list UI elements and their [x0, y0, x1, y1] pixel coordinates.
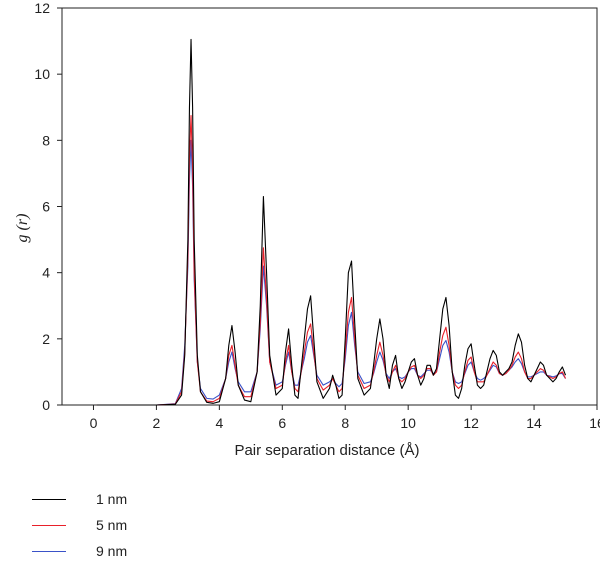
legend-swatch-1nm: [32, 498, 66, 500]
legend-swatch-9nm: [32, 550, 66, 552]
y-tick-label: 8: [42, 132, 50, 148]
legend-item-1nm: 1 nm: [32, 486, 127, 512]
legend-swatch-5nm: [32, 524, 66, 526]
y-tick-label: 12: [34, 0, 50, 16]
series-line-5nm: [96, 114, 567, 406]
y-tick-label: 0: [42, 397, 50, 413]
y-tick-label: 2: [42, 331, 50, 347]
x-tick-label: 4: [215, 415, 223, 431]
series-line-9nm: [96, 139, 566, 406]
y-tick-label: 6: [42, 199, 50, 215]
x-axis: 0 2 4 6 8 10 12 14 16: [90, 405, 600, 431]
x-tick-label: 12: [463, 415, 479, 431]
x-tick-label: 8: [341, 415, 349, 431]
legend-item-9nm: 9 nm: [32, 538, 127, 564]
legend-label-5nm: 5 nm: [96, 517, 128, 533]
legend-item-5nm: 5 nm: [32, 512, 127, 538]
legend-label-1nm: 1 nm: [96, 491, 128, 507]
plot-area-border: [61, 7, 598, 406]
x-tick-label: 14: [526, 415, 542, 431]
series-line-1nm: [96, 38, 567, 406]
y-tick-label: 4: [42, 265, 50, 281]
legend-label-9nm: 9 nm: [96, 543, 128, 559]
x-tick-label: 0: [90, 415, 98, 431]
x-tick-label: 10: [400, 415, 416, 431]
x-axis-label: Pair separation distance (Å): [234, 442, 419, 459]
y-axis: 0 2 4 6 8 10 12: [34, 0, 62, 413]
y-axis-label: g (r): [14, 214, 31, 243]
plot-frame: [61, 7, 598, 406]
y-tick-label: 10: [34, 66, 50, 82]
x-tick-label: 16: [589, 415, 600, 431]
legend: 1 nm 5 nm 9 nm: [32, 486, 127, 564]
series-layer: [96, 38, 567, 406]
x-tick-label: 6: [278, 415, 286, 431]
x-tick-label: 2: [153, 415, 161, 431]
